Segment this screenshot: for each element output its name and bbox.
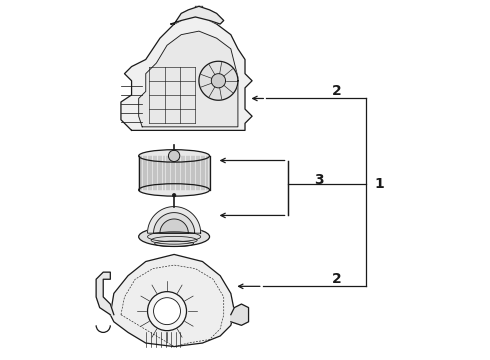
Circle shape (169, 150, 180, 162)
Polygon shape (231, 304, 248, 325)
Polygon shape (160, 219, 188, 233)
Polygon shape (110, 255, 234, 347)
Ellipse shape (139, 150, 210, 162)
Polygon shape (171, 6, 224, 24)
Polygon shape (139, 31, 238, 127)
Text: 1: 1 (375, 176, 385, 190)
Polygon shape (153, 213, 195, 233)
Polygon shape (121, 17, 252, 130)
Circle shape (147, 292, 187, 330)
Ellipse shape (139, 227, 210, 247)
Polygon shape (147, 207, 201, 233)
Text: 3: 3 (315, 173, 324, 187)
Text: 2: 2 (332, 272, 342, 286)
Circle shape (172, 193, 176, 197)
Text: 2: 2 (332, 84, 342, 98)
Polygon shape (199, 61, 238, 100)
Polygon shape (139, 156, 210, 190)
Ellipse shape (139, 184, 210, 196)
Polygon shape (211, 74, 225, 88)
Circle shape (153, 298, 180, 325)
Polygon shape (96, 272, 114, 315)
